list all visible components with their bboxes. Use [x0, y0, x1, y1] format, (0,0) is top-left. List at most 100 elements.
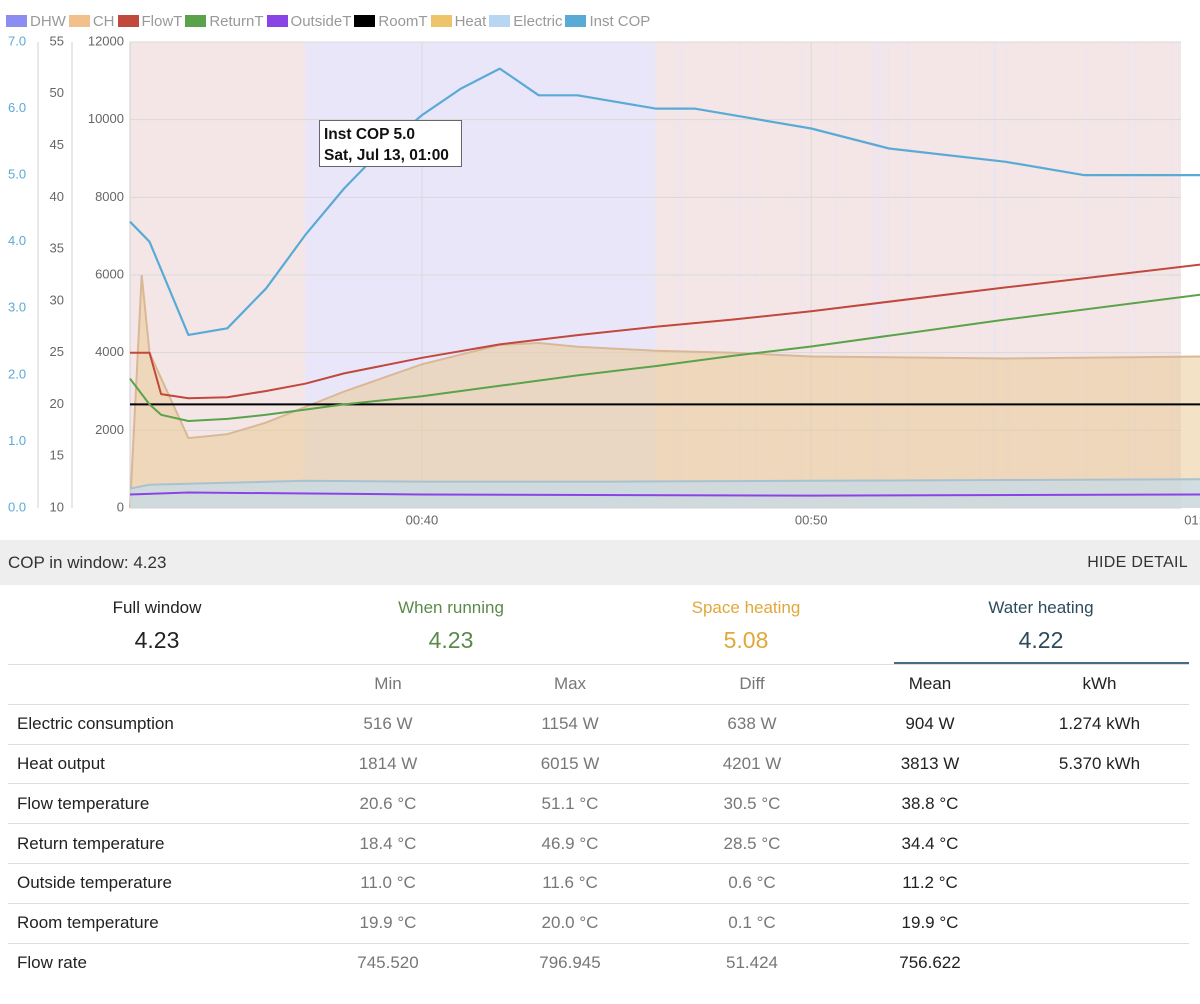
cell-kwh: 1.274 kWh	[1010, 703, 1189, 745]
time-tick-label: 00:40	[406, 512, 439, 527]
power-tick-label: 4000	[95, 344, 124, 359]
series-outside-temp[interactable]	[129, 491, 1200, 497]
table-row: Flow rate 745.520 796.945 51.424 756.622	[8, 942, 1189, 983]
legend-item-heat[interactable]: Heat	[430, 12, 487, 30]
cell-min: 18.4 °C	[290, 823, 486, 864]
legend-item-roomt[interactable]: RoomT	[354, 12, 428, 30]
series-flow-temp[interactable]	[130, 82, 1200, 400]
legend-label: ReturnT	[209, 12, 264, 30]
header-max: Max	[486, 664, 654, 705]
chart-canvas[interactable]: 0.0 1.0 2.0 3.0 4.0 5.0 6.0 7.0 10 15 20 25 30 35 40 45…	[0, 0, 1200, 540]
summary-label: Water heating	[988, 598, 1094, 617]
metric-name: Heat output	[8, 743, 290, 784]
temperature-tick-label: 30	[50, 292, 64, 307]
power-tick-label: 10000	[88, 111, 124, 126]
cell-mean: 38.8 °C	[850, 783, 1010, 824]
cell-max: 796.945	[486, 942, 654, 983]
hide-detail-button[interactable]: HIDE DETAIL	[1087, 553, 1188, 571]
metric-name: Return temperature	[8, 823, 290, 864]
series-heat[interactable]	[129, 274, 1200, 509]
temperature-tick-label: 10	[50, 499, 64, 514]
header-mean: Mean	[850, 664, 1010, 705]
cop-window-bar: COP in window: 4.23 HIDE DETAIL	[0, 540, 1200, 585]
summary-label: Space heating	[691, 598, 801, 617]
summary-value: 4.23	[134, 627, 180, 653]
power-chart[interactable]: 0.0 1.0 2.0 3.0 4.0 5.0 6.0 7.0 10 15 20 25 30 35 40 45…	[0, 0, 1200, 540]
legend-item-outsidet[interactable]: OutsideT	[266, 12, 352, 30]
cell-diff: 30.5 °C	[654, 783, 850, 824]
summary-label: Full window	[112, 598, 202, 617]
header-diff: Diff	[654, 664, 850, 705]
cell-kwh	[1010, 942, 1189, 983]
header-kwh: kWh	[1010, 664, 1189, 705]
table-row: Room temperature 19.9 °C 20.0 °C 0.1 °C …	[8, 902, 1189, 944]
legend-item-returnt[interactable]: ReturnT	[185, 12, 264, 30]
series-inst-cop[interactable]	[129, 67, 1200, 382]
summary-label: When running	[398, 598, 504, 617]
legend-item-flowt[interactable]: FlowT	[117, 12, 183, 30]
cell-min: 11.0 °C	[290, 862, 486, 904]
metric-name: Room temperature	[8, 902, 290, 944]
cell-mean: 11.2 °C	[850, 862, 1010, 904]
stats-table: Min Max Diff Mean kWh Electric consumpti…	[8, 664, 1189, 983]
cell-mean: 19.9 °C	[850, 902, 1010, 944]
legend-label: FlowT	[141, 12, 183, 30]
cell-min: 745.520	[290, 942, 486, 983]
tooltip-time: Sat, Jul 13, 01:00	[324, 147, 449, 164]
legend-label: Inst COP	[589, 12, 651, 30]
series-electric[interactable]	[129, 463, 1200, 496]
time-tick-label: 00:50	[795, 512, 828, 527]
cop-tick-label: 3.0	[8, 300, 26, 315]
power-tick-label: 12000	[88, 33, 124, 48]
table-row: Electric consumption 516 W 1154 W 638 W …	[8, 703, 1189, 745]
cell-max: 46.9 °C	[486, 823, 654, 864]
cell-max: 11.6 °C	[486, 862, 654, 904]
cell-min: 516 W	[290, 703, 486, 745]
legend-label: OutsideT	[290, 12, 352, 30]
summary-value: 4.22	[1018, 627, 1064, 653]
temperature-tick-label: 45	[50, 137, 64, 152]
legend-swatch	[489, 15, 511, 27]
legend-item-ch[interactable]: CH	[68, 13, 115, 30]
legend-item-electric[interactable]: Electric	[489, 13, 562, 30]
temperature-tick-label: 20	[50, 396, 64, 411]
chart-legend: DHW CH FlowT ReturnT OutsideT RoomT Heat Electr…	[6, 9, 653, 33]
series-return-temp[interactable]	[129, 27, 1200, 422]
legend-swatch	[6, 15, 27, 27]
metric-name: Outside temperature	[8, 862, 290, 904]
cell-max: 1154 W	[486, 703, 654, 745]
legend-item-dhw[interactable]: DHW	[6, 13, 66, 30]
legend-item-inst-cop[interactable]: Inst COP	[565, 13, 650, 30]
cop-tick-label: 4.0	[8, 233, 26, 248]
cell-diff: 638 W	[654, 703, 850, 745]
legend-label: DHW	[30, 12, 66, 30]
header-metric	[8, 664, 290, 705]
legend-swatch	[565, 15, 587, 27]
cell-min: 19.9 °C	[290, 902, 486, 944]
cell-max: 6015 W	[486, 743, 654, 784]
cell-kwh: 5.370 kWh	[1010, 743, 1189, 784]
legend-label: RoomT	[378, 12, 428, 30]
power-tick-label: 0	[117, 499, 124, 514]
cell-mean: 904 W	[850, 703, 1010, 745]
heat-area	[130, 275, 1200, 508]
cop-summary: Full window 4.23 When running 4.23 Space…	[0, 585, 1200, 665]
cell-mean: 3813 W	[850, 743, 1010, 784]
power-tick-label: 2000	[95, 422, 124, 437]
legend-label: Heat	[454, 12, 487, 30]
table-row: Outside temperature 11.0 °C 11.6 °C 0.6 …	[8, 862, 1189, 904]
cell-kwh	[1010, 823, 1189, 864]
cell-max: 20.0 °C	[486, 902, 654, 944]
tooltip-value: Inst COP 5.0	[324, 126, 416, 143]
metric-name: Flow temperature	[8, 783, 290, 824]
temperature-tick-label: 40	[50, 189, 64, 204]
cell-diff: 28.5 °C	[654, 823, 850, 864]
cop-tick-label: 7.0	[8, 33, 26, 48]
cell-max: 51.1 °C	[486, 783, 654, 824]
cell-kwh	[1010, 862, 1189, 904]
cell-diff: 51.424	[654, 942, 850, 983]
legend-swatch	[68, 15, 90, 27]
table-row: Flow temperature 20.6 °C 51.1 °C 30.5 °C…	[8, 783, 1189, 824]
electric-area	[130, 479, 1200, 508]
cop-tick-label: 2.0	[8, 366, 26, 381]
